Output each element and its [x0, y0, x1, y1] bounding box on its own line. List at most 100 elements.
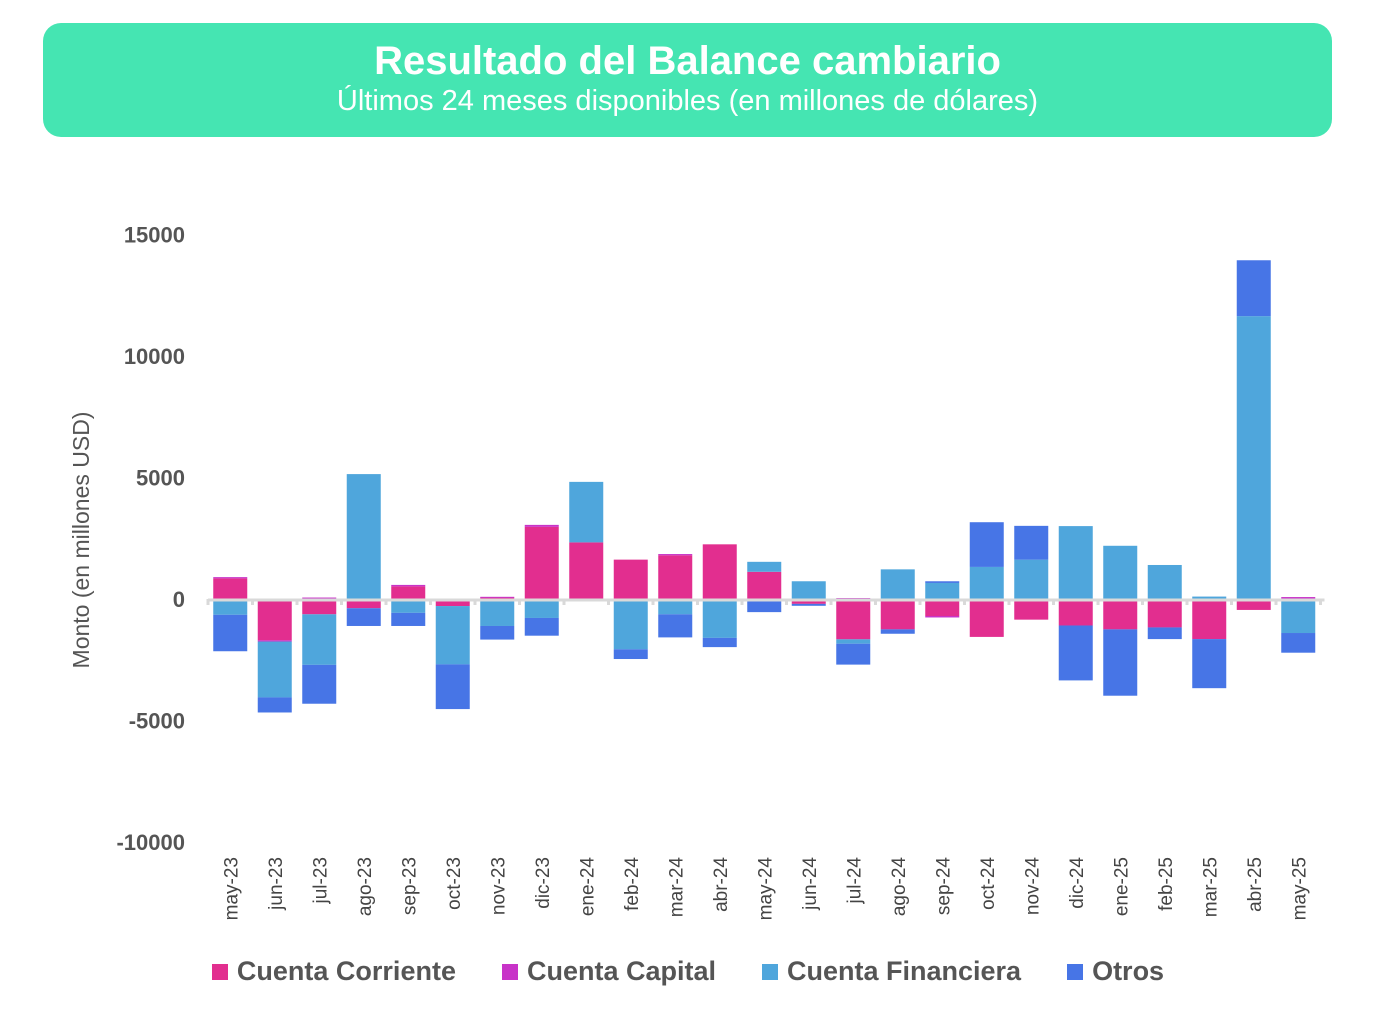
bar-otros [1192, 639, 1227, 689]
x-tick-label: oct-23 [444, 857, 465, 910]
bar-cuenta-corriente [836, 599, 871, 640]
bar-otros [702, 637, 737, 648]
bar-otros [1058, 625, 1093, 681]
x-tick-label: abr-25 [1245, 857, 1266, 912]
bar-otros [880, 629, 915, 634]
bar-otros [1014, 525, 1049, 560]
chart-subtitle: Últimos 24 meses disponibles (en millone… [336, 85, 1039, 117]
bar-cuenta-corriente [302, 599, 337, 615]
chart-header: Resultado del Balance cambiario Últimos … [43, 23, 1332, 137]
bar-cuenta-capital [658, 554, 693, 556]
bar-cuenta-corriente [658, 555, 693, 599]
bar-otros [213, 614, 248, 652]
bar-cuenta-capital [257, 640, 292, 642]
bar-cuenta-financiera [213, 599, 248, 615]
legend-swatch [762, 963, 778, 980]
x-tick-label: mar-25 [1200, 857, 1221, 917]
x-tick-label: feb-24 [622, 857, 643, 911]
bar-otros [391, 612, 426, 626]
bar-otros [435, 664, 470, 710]
legend-item: Cuenta Corriente [211, 956, 456, 987]
bar-otros [969, 522, 1004, 567]
bar-cuenta-corriente [969, 599, 1004, 637]
legend-item: Otros [1067, 956, 1164, 987]
legend-item: Cuenta Capital [501, 956, 716, 987]
bar-cuenta-financiera [302, 614, 337, 665]
chart-title: Resultado del Balance cambiario [374, 39, 1001, 83]
legend-swatch [501, 963, 518, 980]
bar-cuenta-financiera [969, 566, 1004, 599]
x-tick-label: jul-24 [844, 857, 865, 905]
bar-cuenta-capital [213, 577, 248, 579]
bar-cuenta-corriente [1192, 599, 1227, 640]
bar-otros [658, 614, 693, 638]
bar-cuenta-corriente [1103, 599, 1138, 630]
legend-item: Cuenta Financiera [762, 956, 1021, 987]
bar-cuenta-financiera [1014, 559, 1049, 599]
x-tick-label: oct-24 [978, 857, 999, 910]
x-tick-label: feb-25 [1156, 857, 1177, 911]
bar-cuenta-corriente [1058, 599, 1093, 626]
x-tick-label: may-24 [755, 857, 776, 921]
x-tick-label: jul-23 [310, 857, 331, 904]
bar-otros [1236, 260, 1271, 317]
bar-cuenta-capital [302, 597, 337, 599]
bar-cuenta-corriente [613, 559, 648, 599]
bar-cuenta-financiera [1281, 601, 1316, 634]
bar-cuenta-corriente [1147, 599, 1182, 628]
bar-otros [346, 608, 381, 626]
x-tick-label: abr-24 [711, 857, 732, 912]
bar-cuenta-corriente [391, 586, 426, 599]
legend-label: Cuenta Corriente [236, 956, 456, 986]
bar-cuenta-corriente [435, 599, 470, 607]
bar-cuenta-financiera [925, 582, 960, 599]
legend-label: Cuenta Financiera [787, 956, 1022, 986]
bar-otros [836, 643, 871, 665]
bar-cuenta-financiera [1147, 564, 1182, 599]
x-tick-label: dic-23 [533, 857, 554, 909]
bar-cuenta-financiera [524, 599, 559, 618]
bar-cuenta-financiera [435, 606, 470, 665]
x-tick-label: may-23 [221, 857, 242, 920]
bar-cuenta-corriente [346, 599, 381, 609]
x-tick-label: ago-23 [355, 857, 376, 916]
legend-swatch [1067, 963, 1084, 980]
bar-cuenta-financiera [791, 581, 826, 599]
bar-otros [480, 625, 515, 640]
bar-otros [791, 603, 826, 606]
bar-cuenta-capital [925, 616, 960, 618]
bar-cuenta-financiera [569, 481, 604, 543]
x-tick-label: ago-24 [889, 857, 910, 917]
bar-cuenta-corriente [702, 544, 737, 599]
bar-cuenta-corriente [880, 599, 915, 630]
bar-otros [747, 599, 782, 613]
y-tick-label: 0 [173, 587, 185, 612]
y-tick-label: 5000 [136, 466, 185, 491]
bar-otros [257, 697, 292, 713]
bar-cuenta-corriente [747, 571, 782, 599]
bar-cuenta-corriente [524, 526, 559, 599]
bar-cuenta-financiera [747, 561, 782, 572]
x-tick-label: ene-25 [1111, 857, 1132, 916]
x-tick-label: jun-23 [266, 857, 287, 911]
x-tick-label: dic-24 [1067, 857, 1088, 909]
bar-cuenta-financiera [1103, 545, 1138, 599]
bar-cuenta-financiera [480, 599, 515, 626]
bar-cuenta-financiera [836, 639, 871, 644]
bar-cuenta-corriente [480, 597, 515, 599]
bar-otros [613, 649, 648, 660]
bar-cuenta-financiera [702, 599, 737, 638]
bar-cuenta-financiera [1058, 526, 1093, 599]
legend-label: Cuenta Capital [526, 956, 716, 986]
bar-cuenta-financiera [391, 599, 426, 613]
legend: Cuenta Corriente Cuenta Capital Cuenta Fin… [0, 956, 1376, 987]
bar-otros [1281, 633, 1316, 653]
bar-cuenta-capital [524, 524, 559, 527]
bar-otros [925, 581, 960, 583]
x-tick-label: nov-24 [1022, 857, 1043, 916]
y-tick-label: 10000 [124, 344, 185, 369]
legend-label: Otros [1092, 956, 1165, 986]
bar-cuenta-corriente [1014, 599, 1049, 620]
bar-cuenta-capital [1281, 597, 1316, 599]
